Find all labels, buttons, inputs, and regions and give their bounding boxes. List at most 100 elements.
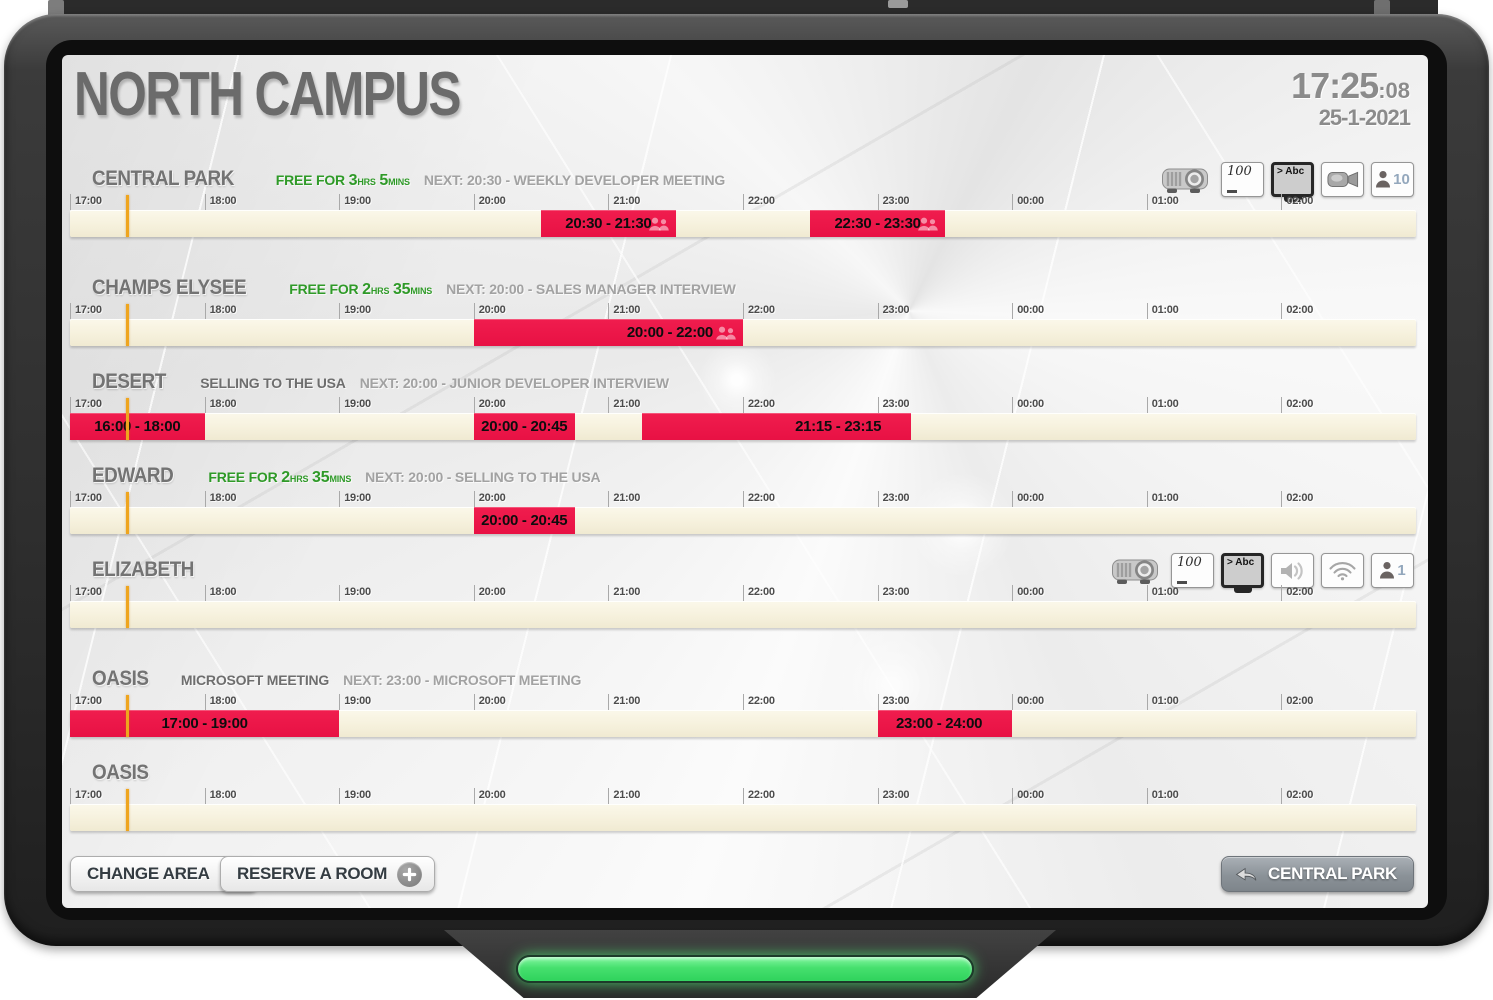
clock: 17:25:08 25-1-2021 xyxy=(1291,65,1411,131)
room-name: DESERT xyxy=(92,370,166,393)
room-header: OASIS MICROSOFT MEETING NEXT: 23:00 - MICR… xyxy=(70,667,1416,692)
booking-block[interactable]: 22:30 - 23:30 xyxy=(810,210,945,237)
attendees-icon xyxy=(715,325,737,340)
booking-block[interactable]: 20:30 - 21:30 xyxy=(541,210,676,237)
hour-label: 01:00 xyxy=(1146,788,1179,804)
hour-label: 17:00 xyxy=(70,397,102,413)
hour-label: 01:00 xyxy=(1146,194,1179,210)
hour-label: 00:00 xyxy=(1012,585,1044,601)
hour-label: 00:00 xyxy=(1012,397,1044,413)
free-duration: FREE FOR 3HRS 5MINS xyxy=(275,172,410,189)
attendees-icon xyxy=(648,216,670,231)
current-time-marker xyxy=(126,492,130,534)
booking-block[interactable]: 20:00 - 22:00 xyxy=(473,319,743,346)
hour-label: 21:00 xyxy=(608,788,640,804)
hour-labels: 17:00 18:00 19:00 20:00 21:00 22:00 23:00 00:00… xyxy=(70,585,1416,601)
hour-label: 17:00 xyxy=(70,788,102,804)
back-to-room-button[interactable]: CENTRAL PARK xyxy=(1221,856,1414,892)
reserve-room-button[interactable]: RESERVE A ROOM xyxy=(220,856,436,892)
booking-block[interactable]: 21:15 - 23:15 xyxy=(642,413,912,440)
room-timeline[interactable]: 16:00 - 18:00 20:00 - 20:45 21:15 - 23:15 xyxy=(70,398,1416,440)
room-timeline[interactable]: 20:00 - 20:45 xyxy=(70,492,1416,534)
hour-label: 20:00 xyxy=(473,303,506,319)
hour-label: 20:00 xyxy=(473,397,506,413)
hour-label: 18:00 xyxy=(204,788,237,804)
booking-time-label: 20:30 - 21:30 xyxy=(565,215,652,232)
room-timeline[interactable] xyxy=(70,586,1416,628)
room-timeline[interactable]: 17:00 - 19:00 23:00 - 24:00 xyxy=(70,695,1416,737)
room-header: ELIZABETH 100 > Abc 1 xyxy=(70,553,1416,588)
booking-block[interactable]: 17:00 - 19:00 xyxy=(70,710,340,737)
clock-seconds: :08 xyxy=(1378,78,1410,103)
hour-label: 19:00 xyxy=(339,303,371,319)
room-row-edward: EDWARD FREE FOR 2HRS 35MINS NEXT: 20:00 - … xyxy=(70,464,1416,534)
hour-label: 21:00 xyxy=(608,491,640,507)
hour-label: 22:00 xyxy=(743,194,775,210)
back-arrow-icon xyxy=(1234,865,1258,883)
room-timeline[interactable] xyxy=(70,789,1416,831)
room-features: 100 > Abc 1 xyxy=(1110,552,1414,589)
hour-label: 17:00 xyxy=(70,491,102,507)
booking-time-label: 20:00 - 22:00 xyxy=(626,324,713,341)
change-area-label: CHANGE AREA xyxy=(87,864,210,883)
projector-icon xyxy=(1160,161,1214,198)
hour-label: 19:00 xyxy=(339,491,371,507)
hour-label: 19:00 xyxy=(339,788,371,804)
room-features: 100 > Abc 10 xyxy=(1160,161,1414,198)
capacity-icon: 10 xyxy=(1371,162,1414,197)
screen-icon: > Abc xyxy=(1221,553,1264,588)
room-list: CENTRAL PARK FREE FOR 3HRS 5MINS NEXT: 20:… xyxy=(70,162,1416,831)
room-header: OASIS xyxy=(70,761,1416,786)
next-meeting: NEXT: 20:30 - WEEKLY DEVELOPER MEETING xyxy=(423,172,726,188)
hour-label: 21:00 xyxy=(608,194,640,210)
next-meeting: NEXT: 20:00 - SALES MANAGER INTERVIEW xyxy=(446,281,736,297)
hour-label: 17:00 xyxy=(70,194,102,210)
attendees-icon xyxy=(917,216,939,231)
hour-label: 01:00 xyxy=(1146,397,1179,413)
hour-label: 19:00 xyxy=(339,194,371,210)
screen: NORTH CAMPUS 17:25:08 25-1-2021 CENTRAL … xyxy=(62,55,1428,908)
hour-label: 02:00 xyxy=(1281,303,1313,319)
clock-time: 17:25 xyxy=(1291,65,1379,106)
hour-label: 18:00 xyxy=(204,491,237,507)
room-timeline[interactable]: 20:30 - 21:30 22:30 - 23:30 xyxy=(70,195,1416,237)
page-title: NORTH CAMPUS xyxy=(74,60,461,129)
hour-label: 21:00 xyxy=(608,397,640,413)
hour-label: 18:00 xyxy=(204,585,237,601)
booking-time-label: 16:00 - 18:00 xyxy=(94,418,181,435)
current-time-marker xyxy=(126,398,130,440)
hour-label: 17:00 xyxy=(70,585,102,601)
hour-label: 20:00 xyxy=(473,194,506,210)
current-meeting: MICROSOFT MEETING xyxy=(180,672,330,688)
free-duration: FREE FOR 2HRS 35MINS xyxy=(208,469,352,486)
room-row-desert: DESERT SELLING TO THE USA NEXT: 20:00 - JU… xyxy=(70,370,1416,440)
booking-time-label: 17:00 - 19:00 xyxy=(161,715,248,732)
hour-labels: 17:00 18:00 19:00 20:00 21:00 22:00 23:00 00:00… xyxy=(70,194,1416,210)
booking-block[interactable]: 20:00 - 20:45 xyxy=(473,413,575,440)
whiteboard-icon: 100 xyxy=(1221,162,1264,197)
hour-label: 20:00 xyxy=(473,694,506,710)
projector-icon xyxy=(1110,552,1164,589)
hour-label: 17:00 xyxy=(70,694,102,710)
current-meeting: SELLING TO THE USA xyxy=(200,375,346,391)
hour-label: 23:00 xyxy=(877,194,910,210)
plus-icon xyxy=(397,861,423,887)
booking-block[interactable]: 20:00 - 20:45 xyxy=(473,507,575,534)
hour-label: 23:00 xyxy=(877,585,910,601)
hour-label: 01:00 xyxy=(1146,303,1179,319)
hour-label: 20:00 xyxy=(473,585,506,601)
room-timeline[interactable]: 20:00 - 22:00 xyxy=(70,304,1416,346)
room-header: CHAMPS ELYSEE FREE FOR 2HRS 35MINS NEXT: 2… xyxy=(70,276,1416,301)
booking-time-label: 20:00 - 20:45 xyxy=(481,418,568,435)
hour-label: 23:00 xyxy=(877,397,910,413)
hour-label: 23:00 xyxy=(877,303,910,319)
booking-block[interactable]: 23:00 - 24:00 xyxy=(877,710,1013,737)
current-time-marker xyxy=(126,195,130,237)
hour-label: 23:00 xyxy=(877,694,910,710)
next-meeting: NEXT: 20:00 - SELLING TO THE USA xyxy=(365,469,601,485)
current-time-marker xyxy=(126,695,130,737)
booking-block[interactable]: 16:00 - 18:00 xyxy=(70,413,205,440)
room-name: CENTRAL PARK xyxy=(92,167,234,190)
next-meeting: NEXT: 23:00 - MICROSOFT MEETING xyxy=(343,672,582,688)
clock-date: 25-1-2021 xyxy=(1318,105,1411,130)
